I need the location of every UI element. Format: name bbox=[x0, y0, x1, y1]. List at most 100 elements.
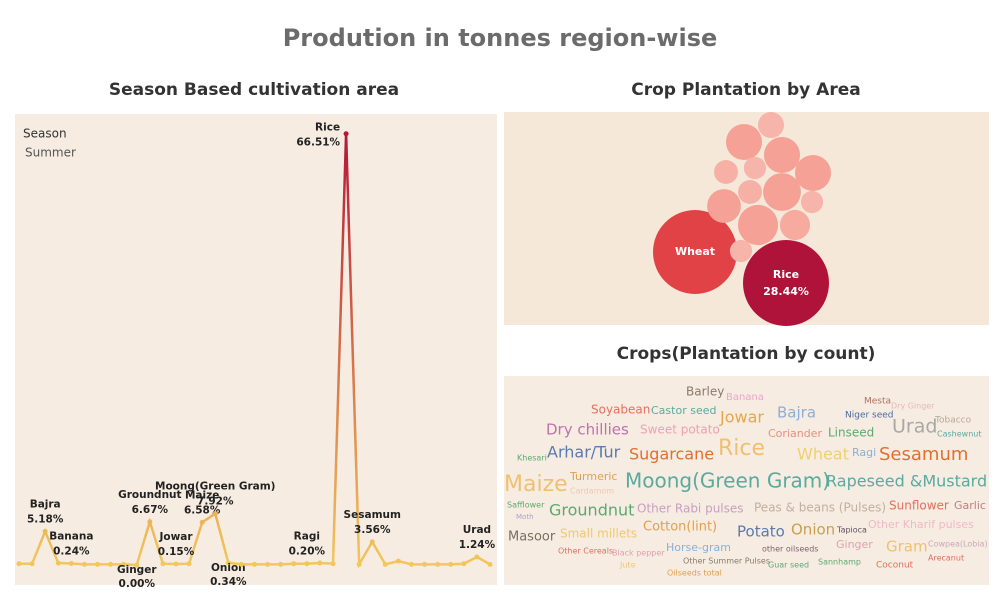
legend-value: Summer bbox=[25, 146, 76, 160]
point bbox=[343, 131, 349, 137]
word: Groundnut bbox=[549, 501, 634, 520]
point bbox=[42, 528, 48, 534]
point bbox=[55, 560, 61, 566]
chart-title: Crops(Plantation by count) bbox=[617, 344, 876, 364]
point bbox=[304, 561, 310, 567]
point bbox=[121, 561, 127, 567]
word: Sannhamp bbox=[818, 558, 861, 567]
word: Peas & beans (Pulses) bbox=[754, 501, 886, 515]
word: Garlic bbox=[954, 499, 986, 512]
data-label-name: Rice bbox=[315, 122, 340, 134]
bubble bbox=[800, 190, 824, 214]
point bbox=[81, 561, 87, 567]
word: Coriander bbox=[768, 427, 822, 440]
data-label-name: Moong(Green Gram) bbox=[155, 481, 275, 493]
chart-title: Season Based cultivation area bbox=[109, 80, 399, 100]
data-label-name: Ragi bbox=[294, 531, 320, 543]
word: Moth bbox=[516, 513, 534, 521]
data-label: 5.18% bbox=[27, 513, 64, 525]
panel bbox=[15, 114, 497, 585]
point bbox=[186, 561, 192, 567]
data-label-name: Onion bbox=[211, 562, 246, 574]
bubble bbox=[729, 239, 753, 263]
point bbox=[212, 511, 218, 517]
word: Barley bbox=[686, 385, 724, 399]
data-label: 6.67% bbox=[132, 504, 169, 516]
bubble-value: 28.44% bbox=[763, 285, 809, 298]
word: Sunflower bbox=[889, 499, 949, 513]
word: Banana bbox=[726, 392, 764, 403]
point bbox=[461, 561, 467, 567]
word: Ragi bbox=[852, 446, 876, 459]
point bbox=[435, 561, 441, 567]
word: Onion bbox=[791, 521, 835, 539]
point bbox=[382, 561, 388, 567]
data-label: 6.58% bbox=[184, 504, 221, 516]
point bbox=[95, 561, 100, 567]
data-label-name: Groundnut bbox=[118, 489, 181, 501]
data-label: 0.15% bbox=[158, 546, 195, 558]
point bbox=[317, 560, 323, 566]
word: Dry chillies bbox=[546, 421, 629, 439]
data-label: 0.34% bbox=[210, 576, 247, 588]
word: Soyabean bbox=[591, 403, 650, 417]
bubble bbox=[779, 209, 811, 241]
legend-title: Season bbox=[23, 127, 67, 141]
word: Gram bbox=[886, 538, 928, 556]
data-label: 3.56% bbox=[354, 524, 391, 536]
word: other oilseeds bbox=[762, 545, 818, 554]
data-label: 1.24% bbox=[459, 539, 496, 551]
word: Jute bbox=[619, 561, 636, 570]
point bbox=[16, 561, 22, 567]
bubble bbox=[743, 240, 829, 326]
data-label: 66.51% bbox=[296, 137, 340, 149]
point bbox=[356, 561, 362, 567]
word: Mesta bbox=[864, 397, 891, 407]
word: Rice bbox=[718, 436, 765, 461]
data-label-name: Maize bbox=[185, 489, 219, 501]
data-label-name: Bajra bbox=[30, 498, 61, 510]
word: Dry Ginger bbox=[891, 402, 935, 411]
point bbox=[134, 562, 140, 568]
point bbox=[68, 560, 74, 566]
word: Cotton(lint) bbox=[643, 520, 717, 535]
dashboard-title: Prodution in tonnes region-wise bbox=[283, 24, 718, 52]
point bbox=[369, 539, 375, 545]
data-label: 0.00% bbox=[119, 578, 156, 590]
word: Niger seed bbox=[845, 411, 894, 421]
word: Black pepper bbox=[612, 549, 665, 558]
word: Other Rabi pulses bbox=[637, 502, 744, 516]
point bbox=[252, 561, 257, 567]
point bbox=[487, 561, 493, 567]
data-label-name: Urad bbox=[463, 524, 491, 536]
point bbox=[448, 561, 454, 567]
word: Cardamom bbox=[570, 487, 614, 496]
word: Linseed bbox=[828, 426, 874, 440]
word: Potato bbox=[737, 523, 785, 541]
data-label-name: Ginger bbox=[117, 564, 157, 576]
bubble bbox=[757, 111, 785, 139]
bubble bbox=[725, 123, 763, 161]
point bbox=[395, 558, 401, 564]
data-label-name: Sesamum bbox=[344, 509, 401, 521]
point bbox=[238, 561, 244, 567]
point bbox=[225, 560, 231, 566]
data-label-name: Jowar bbox=[158, 531, 193, 543]
bubble bbox=[763, 173, 801, 211]
word: Khesari bbox=[517, 454, 547, 463]
bubble-label: Wheat bbox=[675, 245, 715, 258]
word: Maize bbox=[504, 472, 568, 497]
word: Other Cereals bbox=[558, 547, 613, 556]
word: Other Kharif pulses bbox=[868, 518, 974, 531]
bubble bbox=[737, 204, 779, 246]
word: Guar seed bbox=[768, 561, 809, 570]
point bbox=[108, 561, 114, 567]
word: Cowpea(Lobia) bbox=[928, 540, 988, 549]
point bbox=[173, 561, 179, 567]
chart-title: Crop Plantation by Area bbox=[631, 80, 860, 100]
data-label: 0.20% bbox=[289, 546, 326, 558]
word: Castor seed bbox=[651, 404, 716, 417]
word: Rapeseed &Mustard bbox=[826, 472, 987, 491]
word: Other Summer Pulses bbox=[683, 557, 770, 566]
